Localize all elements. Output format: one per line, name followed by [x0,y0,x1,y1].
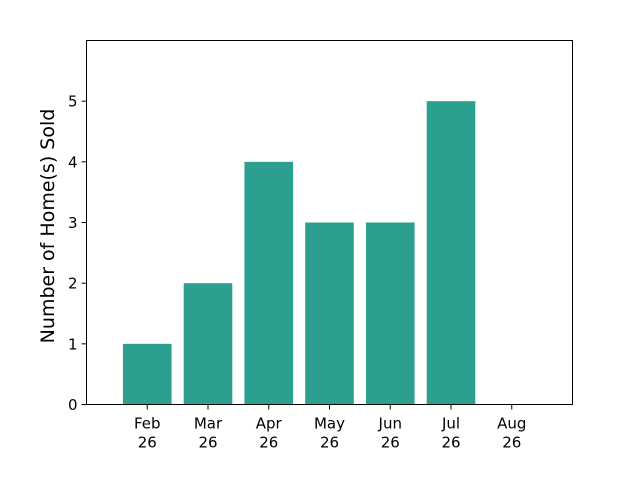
y-axis: 0 1 2 3 4 5 [68,93,87,414]
y-tick-label: 3 [68,214,78,232]
x-tick-label-year: 26 [138,434,157,452]
y-tick-label: 4 [68,153,78,171]
bar [122,343,172,405]
y-tick-label: 0 [68,396,78,414]
x-tick-label: May 26 [314,415,345,452]
x-tick-label: Jun 26 [378,415,402,452]
y-tick-label: 5 [68,93,78,111]
x-tick-label-month: Jun [378,415,402,433]
y-tick-label: 1 [68,335,78,353]
bar [426,101,476,405]
bars-group [122,101,476,405]
x-tick-label-month: Feb [134,415,161,433]
x-tick-label: Aug 26 [497,415,526,452]
y-axis-title: Number of Home(s) Sold [37,109,59,344]
bar [244,161,294,405]
y-tick-label: 2 [68,275,78,293]
x-tick-label-year: 26 [502,434,521,452]
x-tick-label-year: 26 [259,434,278,452]
bar [183,283,233,405]
bar [305,222,354,405]
x-tick-label: Feb 26 [134,415,161,452]
x-tick-label: Jul 26 [441,415,461,452]
x-tick-label-year: 26 [381,434,400,452]
bar [365,222,415,405]
x-tick-label-month: Jul [441,415,460,433]
x-tick-label-year: 26 [198,434,217,452]
x-tick-label-year: 26 [441,434,460,452]
x-tick-label-month: Aug [497,415,526,433]
x-tick-label: Mar 26 [194,415,223,452]
x-tick-label: Apr 26 [256,415,283,452]
x-tick-label-month: Apr [256,415,283,433]
x-tick-label-month: May [314,415,345,433]
x-tick-label-month: Mar [194,415,223,433]
x-tick-label-year: 26 [320,434,339,452]
